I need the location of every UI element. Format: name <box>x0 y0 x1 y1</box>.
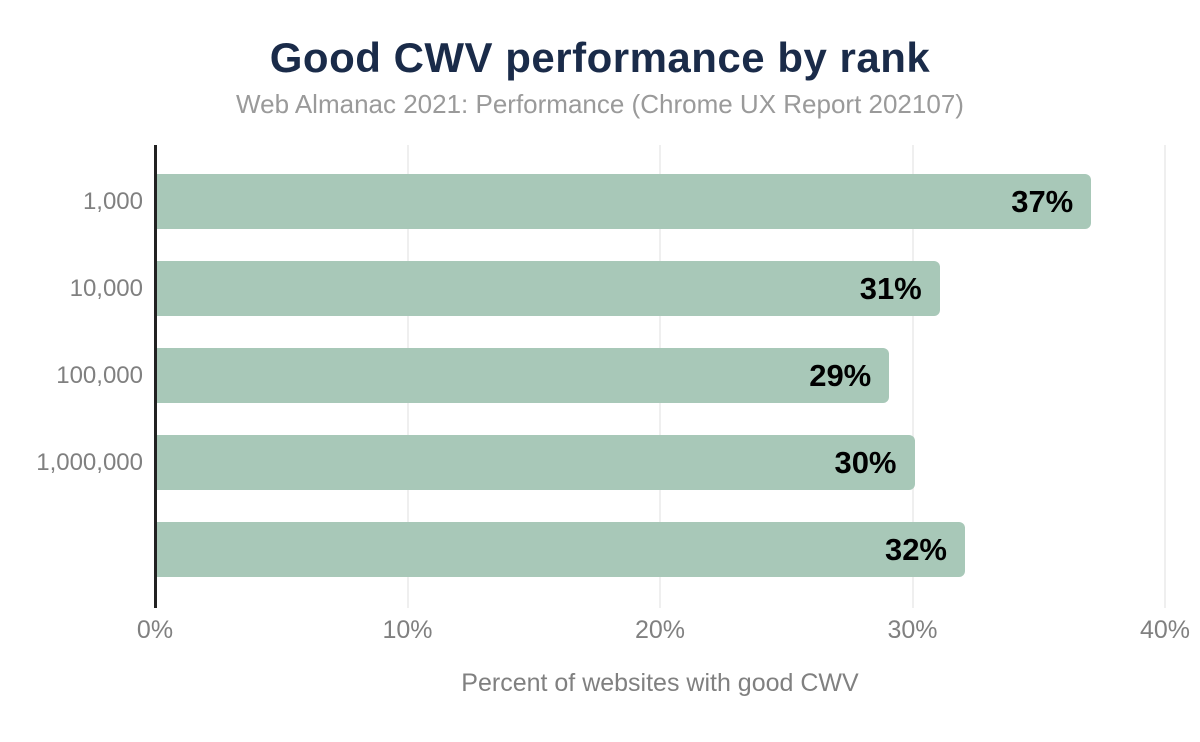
bar-value-label: 37% <box>1011 183 1074 219</box>
y-axis-line <box>154 145 157 608</box>
gridline <box>911 145 914 608</box>
x-axis-title: Percent of websites with good CWV <box>461 669 859 697</box>
x-tick-label: 0% <box>136 616 174 644</box>
y-category-label: 100,000 <box>56 361 143 389</box>
bar-value-label: 29% <box>809 357 872 393</box>
bar-value-label: 32% <box>884 531 947 567</box>
bar: 32% <box>157 522 965 577</box>
bar-value-label: 30% <box>834 444 897 480</box>
bar: 30% <box>157 435 915 490</box>
bar: 31% <box>157 261 940 316</box>
chart-subtitle: Web Almanac 2021: Performance (Chrome UX… <box>236 89 964 119</box>
chart-title: Good CWV performance by rank <box>269 34 931 81</box>
y-category-label: 1,000,000 <box>36 448 143 476</box>
bar: 37% <box>157 174 1092 229</box>
bar: 29% <box>157 348 890 403</box>
bar-value-label: 31% <box>859 270 922 306</box>
plot-area: Percent of websites with good CWV 37% 1,0… <box>36 145 1190 697</box>
y-category-label: 10,000 <box>69 274 143 302</box>
x-tick-label: 20% <box>634 616 686 644</box>
x-tick-label: 30% <box>887 616 938 644</box>
gridline <box>1164 145 1166 608</box>
y-category-label: 1,000 <box>82 187 143 215</box>
x-tick-label: 10% <box>382 616 433 644</box>
x-tick-label: 40% <box>1139 616 1191 644</box>
